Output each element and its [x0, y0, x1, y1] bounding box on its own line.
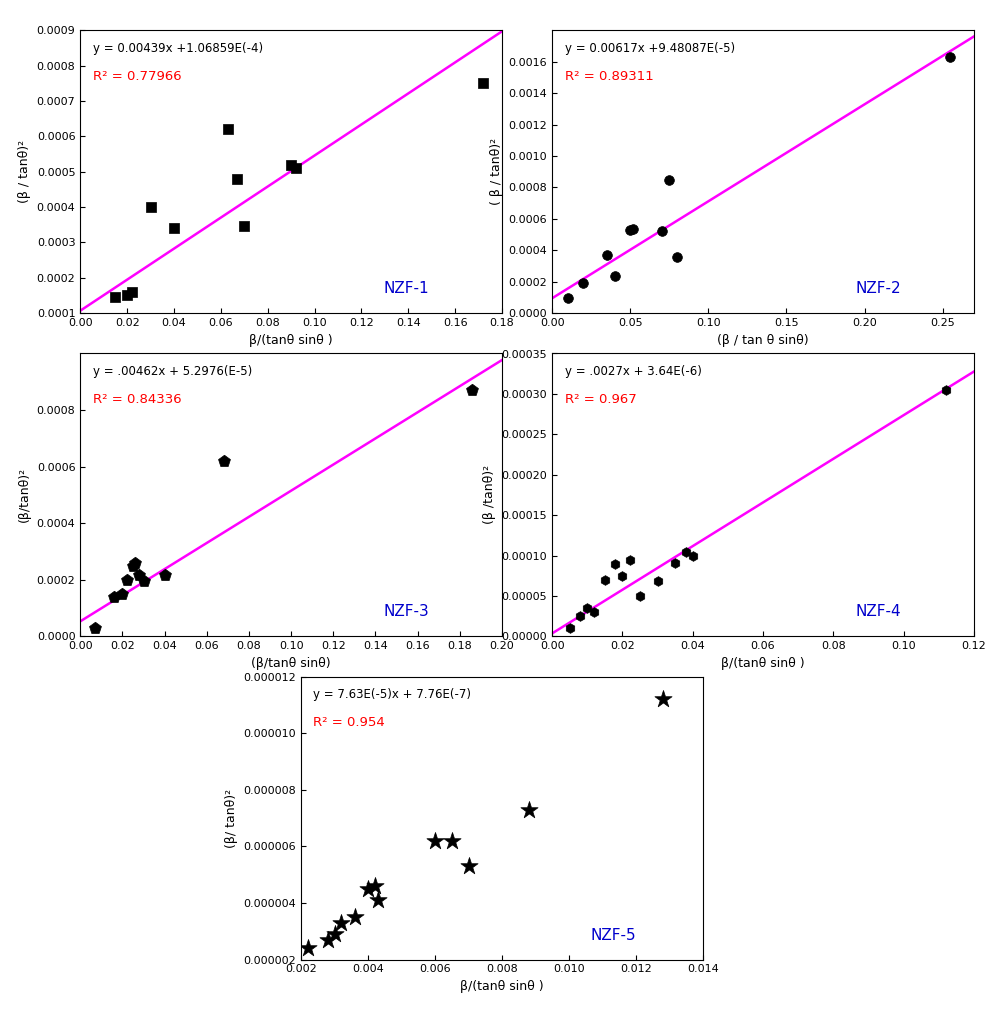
Point [346, 909, 362, 925]
Point [165, 220, 182, 236]
Point [426, 832, 442, 848]
Y-axis label: (β / tanθ)²: (β / tanθ)² [18, 140, 31, 203]
Point [370, 892, 386, 908]
X-axis label: β/(tanθ sinθ ): β/(tanθ sinθ ) [249, 333, 333, 346]
Point [596, 572, 612, 588]
Text: R² = 0.77966: R² = 0.77966 [93, 70, 182, 83]
Text: y = .0027x + 3.64E(-6): y = .0027x + 3.64E(-6) [565, 365, 701, 378]
Text: NZF-4: NZF-4 [855, 604, 901, 619]
Text: y = 0.00617x +9.48087E(-5): y = 0.00617x +9.48087E(-5) [565, 41, 734, 55]
Point [579, 600, 595, 616]
Point [677, 544, 693, 561]
Point [124, 558, 140, 574]
Point [607, 556, 623, 572]
Text: NZF-3: NZF-3 [383, 604, 429, 619]
Point [220, 121, 236, 137]
Point [622, 222, 638, 238]
Point [661, 172, 677, 188]
Point [521, 802, 537, 818]
Point [333, 915, 349, 931]
Point [942, 48, 958, 65]
Point [87, 620, 103, 636]
Point [106, 589, 122, 605]
Point [360, 881, 376, 897]
Point [300, 940, 316, 956]
Point [586, 604, 602, 620]
Point [937, 382, 953, 398]
Point [464, 382, 480, 398]
Point [326, 926, 342, 942]
Point [606, 268, 622, 284]
Point [107, 289, 123, 305]
Text: R² = 0.954: R² = 0.954 [313, 716, 384, 729]
Text: R² = 0.967: R² = 0.967 [565, 393, 636, 406]
Point [654, 691, 670, 707]
Point [667, 554, 683, 571]
Point [575, 275, 591, 291]
Text: y = 0.00439x +1.06859E(-4): y = 0.00439x +1.06859E(-4) [93, 41, 263, 55]
Text: y = 7.63E(-5)x + 7.76E(-7): y = 7.63E(-5)x + 7.76E(-7) [313, 688, 470, 701]
Y-axis label: (β/tanθ)²: (β/tanθ)² [18, 468, 31, 522]
Point [119, 288, 135, 304]
Point [598, 246, 614, 263]
Text: NZF-5: NZF-5 [590, 927, 635, 942]
Y-axis label: (β/ tanθ)²: (β/ tanθ)² [225, 789, 238, 847]
Point [572, 608, 588, 624]
Point [288, 161, 304, 177]
Point [320, 931, 336, 947]
Text: NZF-2: NZF-2 [855, 281, 901, 296]
Point [614, 568, 630, 584]
Text: y = .00462x + 5.2976(E-5): y = .00462x + 5.2976(E-5) [93, 365, 252, 378]
Point [684, 547, 700, 564]
Y-axis label: ( β / tanθ)²: ( β / tanθ)² [489, 138, 503, 205]
Point [131, 568, 147, 584]
Point [142, 199, 158, 215]
Point [443, 832, 459, 848]
Point [114, 586, 130, 602]
Y-axis label: (β /tanθ)²: (β /tanθ)² [482, 466, 495, 524]
Point [562, 620, 578, 636]
Point [135, 573, 151, 589]
X-axis label: (β / tan θ sinθ): (β / tan θ sinθ) [716, 333, 808, 346]
Point [621, 551, 637, 568]
Point [236, 218, 252, 234]
Point [123, 284, 139, 300]
Point [632, 588, 648, 604]
Text: R² = 0.84336: R² = 0.84336 [93, 393, 182, 406]
Point [156, 568, 173, 584]
Text: NZF-1: NZF-1 [383, 281, 429, 296]
Point [366, 878, 382, 894]
Point [127, 554, 143, 571]
Point [653, 222, 669, 238]
Point [283, 157, 299, 173]
X-axis label: (β/tanθ sinθ): (β/tanθ sinθ) [251, 656, 331, 670]
Point [118, 572, 134, 588]
Point [668, 248, 684, 265]
Point [460, 858, 476, 875]
Point [625, 221, 641, 237]
Point [560, 290, 576, 306]
Point [474, 76, 490, 92]
Point [229, 171, 245, 187]
Text: R² = 0.89311: R² = 0.89311 [565, 70, 653, 83]
X-axis label: β/(tanθ sinθ ): β/(tanθ sinθ ) [720, 656, 804, 670]
X-axis label: β/(tanθ sinθ ): β/(tanθ sinθ ) [459, 980, 544, 993]
Point [649, 574, 665, 590]
Point [216, 452, 232, 469]
